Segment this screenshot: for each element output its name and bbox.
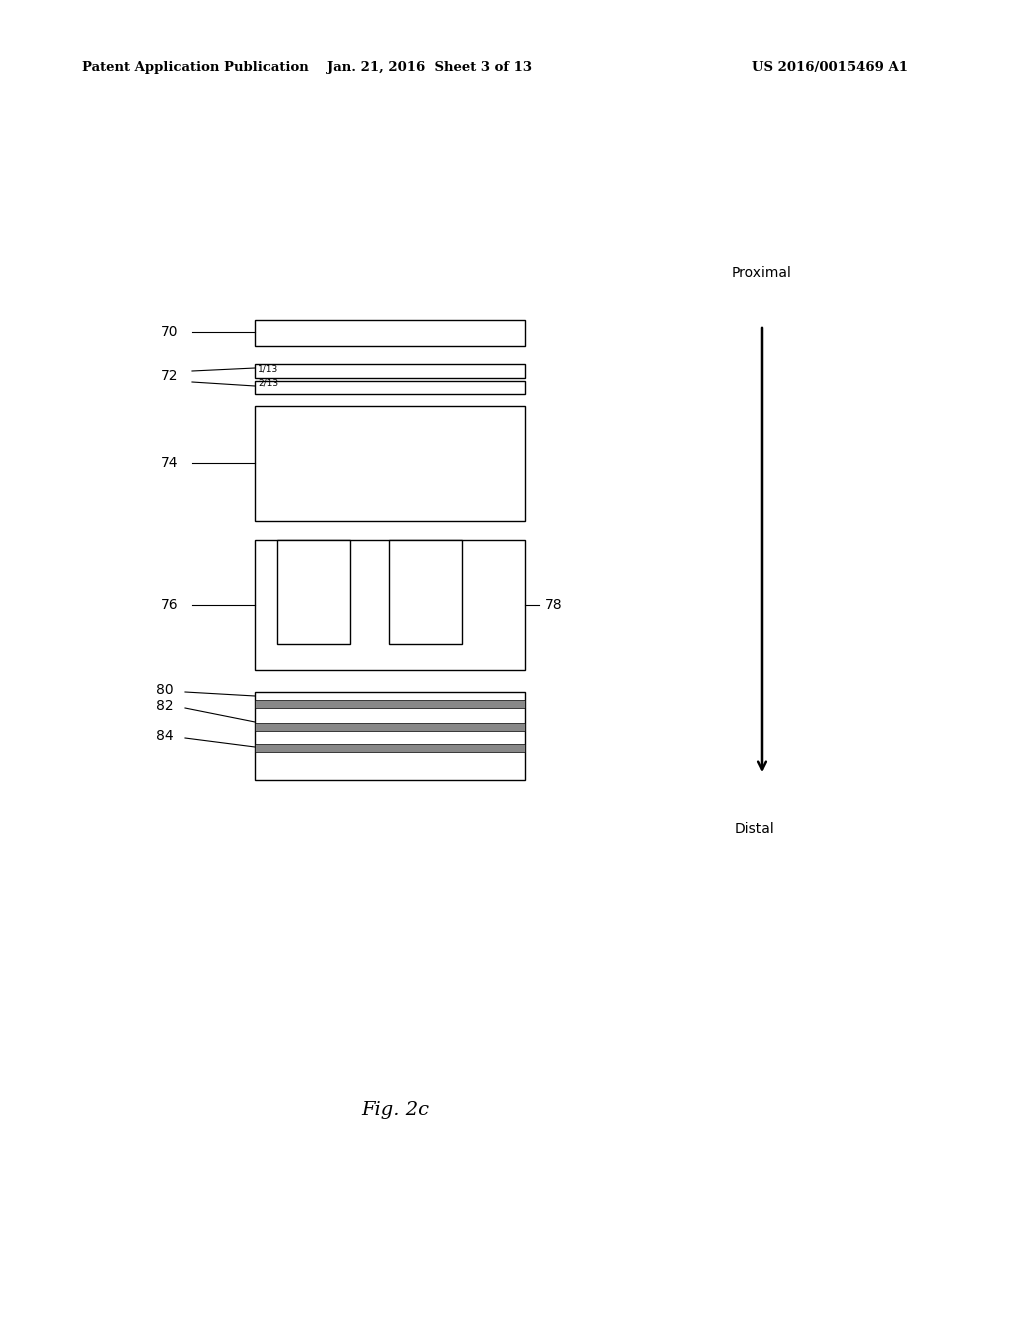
Bar	[255, 700, 525, 708]
Text: 70: 70	[161, 325, 179, 339]
Text: Jan. 21, 2016  Sheet 3 of 13: Jan. 21, 2016 Sheet 3 of 13	[328, 62, 532, 74]
Bar	[255, 364, 525, 378]
Bar	[278, 540, 350, 644]
Text: 76: 76	[161, 598, 179, 612]
Text: 82: 82	[157, 700, 174, 713]
Text: Proximal: Proximal	[732, 267, 792, 280]
Bar	[255, 381, 525, 393]
Text: 1/13: 1/13	[258, 364, 279, 374]
Text: Fig. 2c: Fig. 2c	[361, 1101, 429, 1119]
Text: US 2016/0015469 A1: US 2016/0015469 A1	[752, 62, 908, 74]
Text: 74: 74	[161, 455, 179, 470]
Text: 84: 84	[157, 729, 174, 743]
Bar	[255, 744, 525, 752]
Text: Distal: Distal	[734, 822, 774, 836]
Bar	[255, 540, 525, 671]
Bar	[255, 319, 525, 346]
Text: 80: 80	[157, 682, 174, 697]
Text: 2/13: 2/13	[258, 379, 279, 388]
Bar	[389, 540, 462, 644]
Bar	[255, 692, 525, 780]
Text: Patent Application Publication: Patent Application Publication	[82, 62, 309, 74]
Bar	[255, 407, 525, 521]
Text: 78: 78	[545, 598, 562, 612]
Text: 72: 72	[161, 370, 179, 383]
Bar	[255, 723, 525, 731]
